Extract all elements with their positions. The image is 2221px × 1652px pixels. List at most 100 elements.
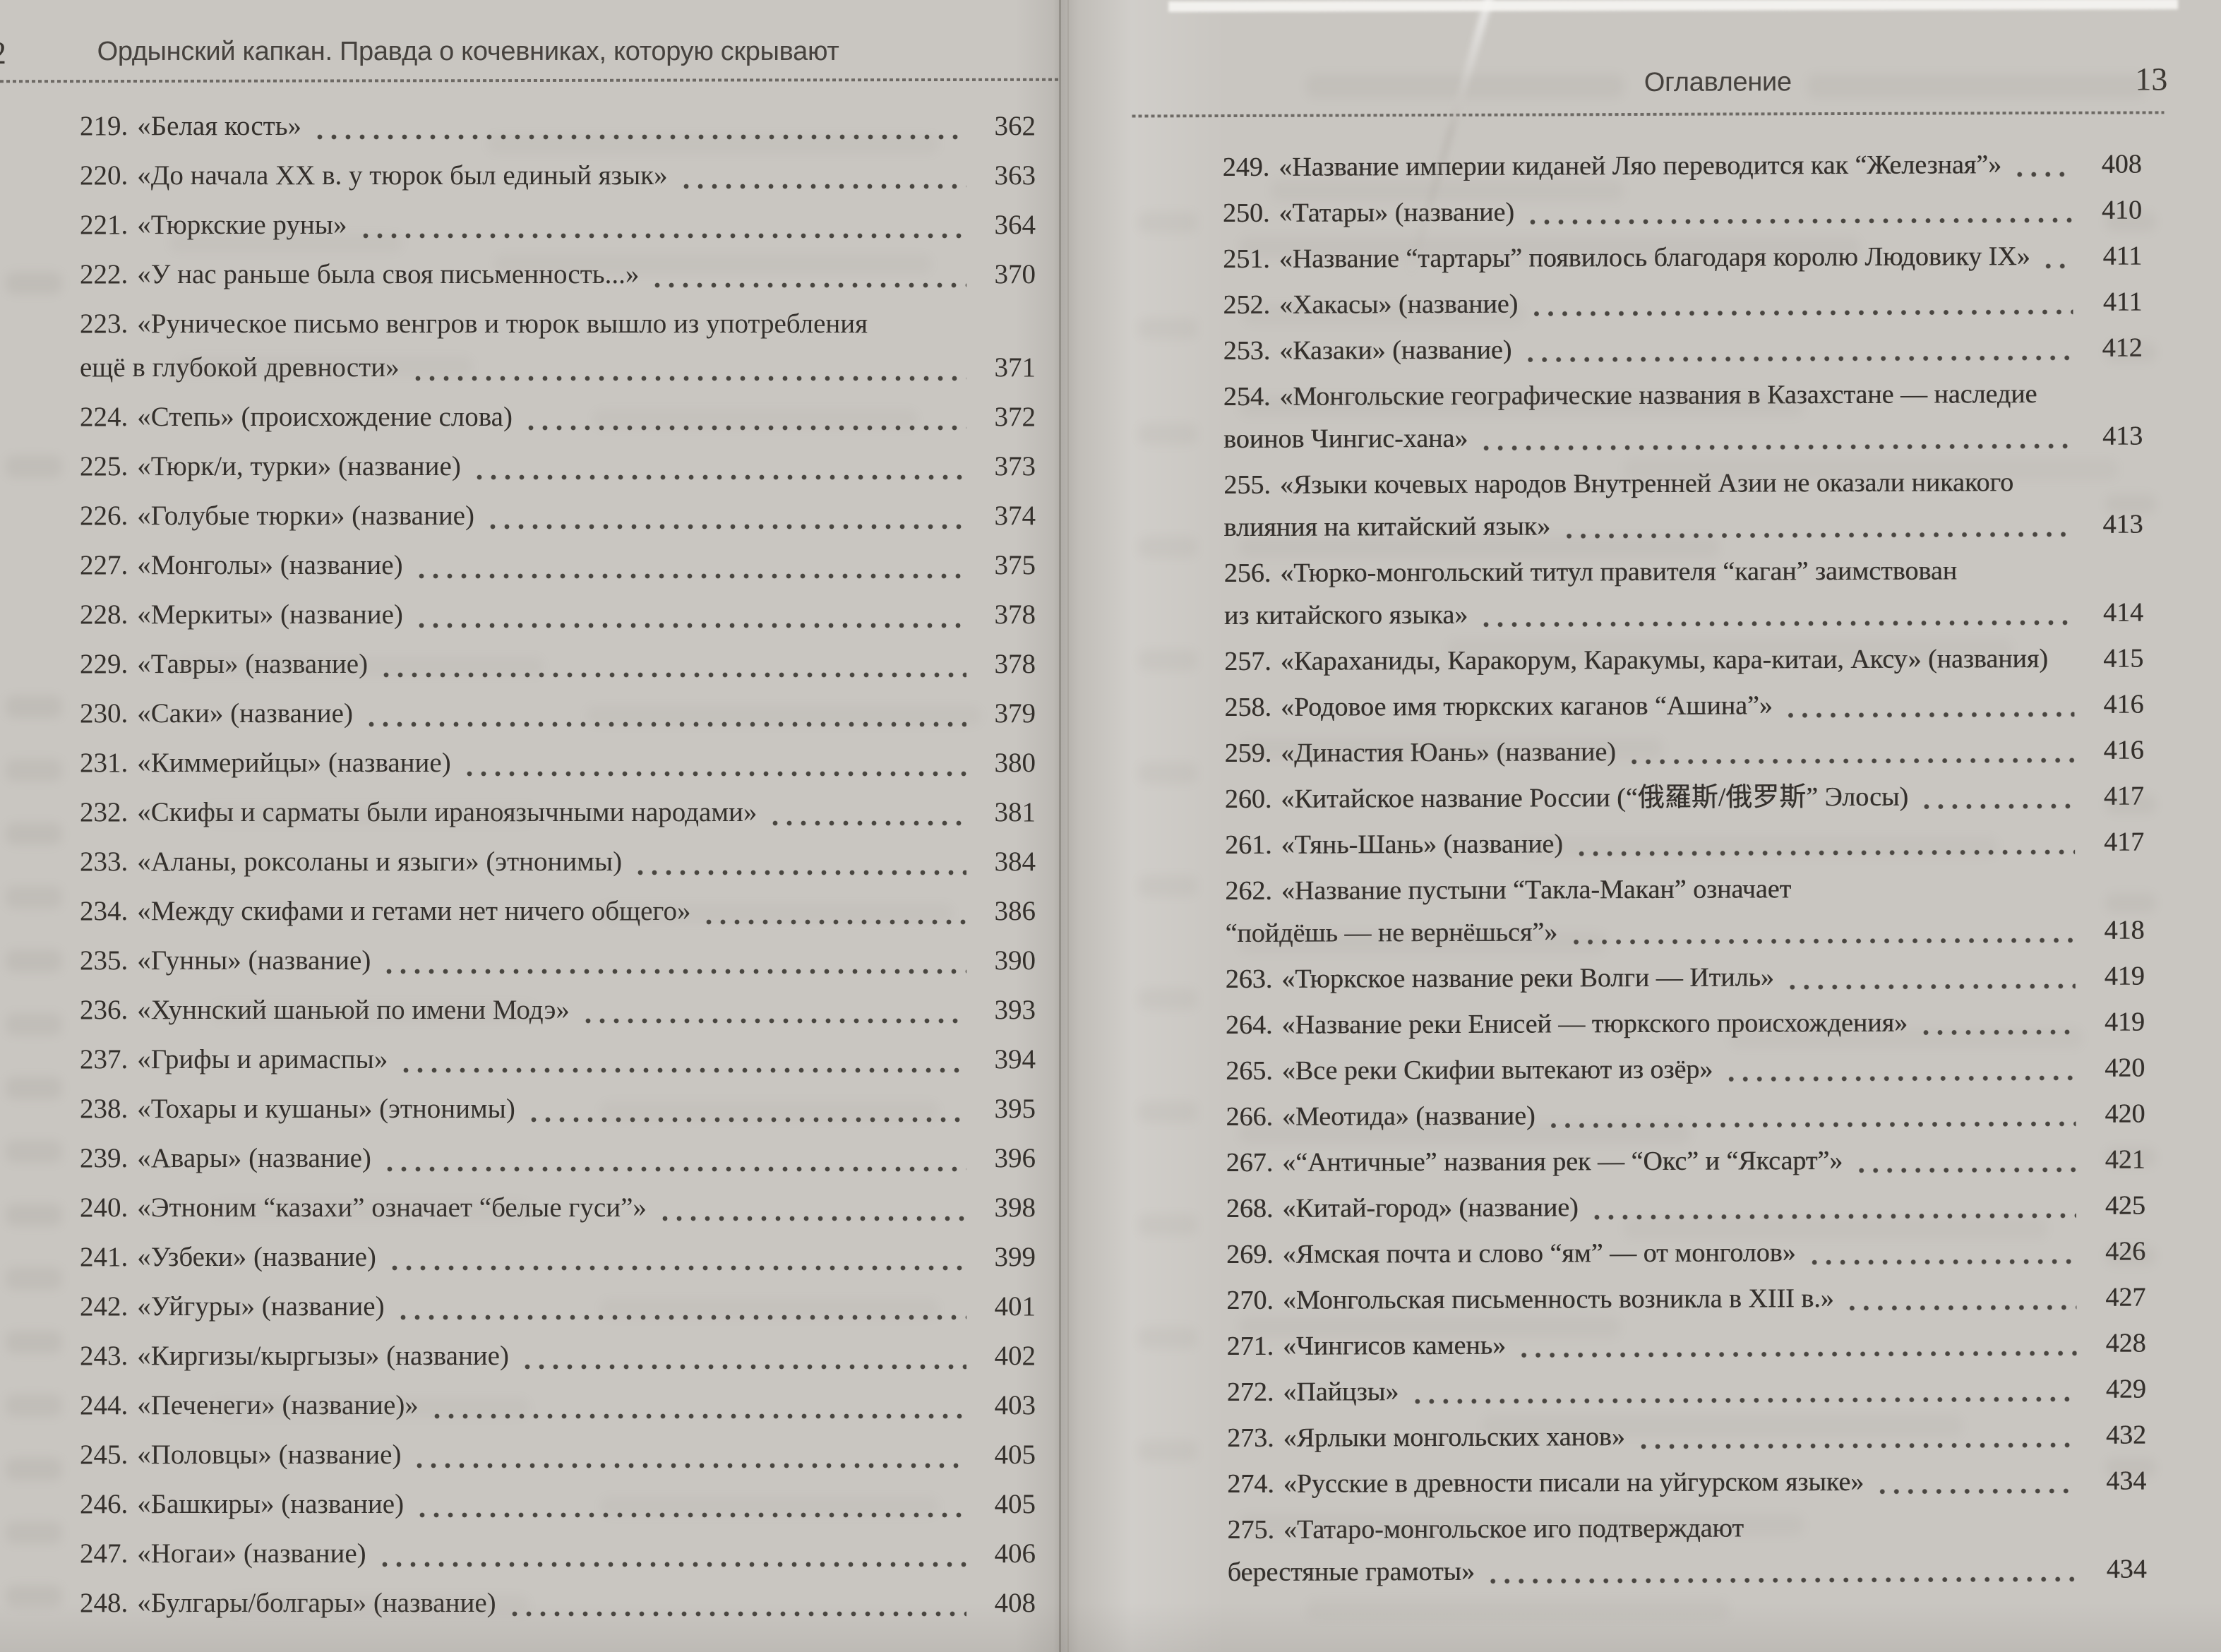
entry-title: «Казаки» (название) xyxy=(1279,335,1512,366)
dot-leader xyxy=(406,371,966,383)
toc-entry-line: из китайского языка» 414 xyxy=(1224,592,2143,638)
toc-entry-line: 275. «Татаро-монгольское иго подтверждают xyxy=(1227,1506,2146,1552)
dot-leader xyxy=(375,668,966,679)
toc-entry-line: 274. «Русские в древности писали на уйгур… xyxy=(1227,1460,2146,1506)
toc-entry: 221. «Тюркские руны» 364 xyxy=(80,203,1036,247)
entry-number: 243. xyxy=(80,1341,128,1371)
entry-number: 249. xyxy=(1222,152,1270,183)
entry-title: «Белая кость» xyxy=(137,111,301,141)
entry-number: 261. xyxy=(1225,830,1272,861)
toc-entry: 254. «Монгольские географические названия… xyxy=(1223,373,2143,461)
toc-entry: 238. «Тохары и кушаны» (этнонимы) 395 xyxy=(80,1087,1036,1131)
toc-entry-line: 263. «Тюркское название реки Волги — Итил… xyxy=(1226,955,2145,1001)
entry-title: «Название “тартары” появилось благодаря … xyxy=(1279,241,2030,274)
toc-list-left: 219. «Белая кость» 362 220. «До начала XX в.… xyxy=(80,104,1036,1631)
toc-entry-line: 246. «Башкиры» (название) 405 xyxy=(80,1483,1036,1526)
dot-leader xyxy=(481,520,966,531)
toc-entry: 272. «Пайцзы» 429 xyxy=(1227,1368,2146,1414)
dot-leader xyxy=(1622,753,2075,767)
entry-number: 273. xyxy=(1226,1423,1274,1454)
right-page: Оглавление 13 249. «Название империи кида… xyxy=(1058,0,2221,1652)
toc-entry: 249. «Название империи киданей Ляо перево… xyxy=(1223,143,2142,189)
toc-entry: 233. «Аланы, роксоланы и языги» (этнонимы… xyxy=(80,840,1036,884)
toc-entry-line: влияния на китайский язык» 413 xyxy=(1223,503,2143,549)
dot-leader xyxy=(1915,798,2075,811)
toc-entry-line: 267. «“Античные” названия рек — “Окс” и “… xyxy=(1226,1139,2145,1185)
dot-leader xyxy=(1521,213,2073,227)
toc-entry: 244. «Печенеги» (название)» 403 xyxy=(80,1384,1036,1427)
entry-number: 258. xyxy=(1224,692,1271,723)
entry-title: «Авары» (название) xyxy=(137,1143,371,1173)
entry-page-number: 417 xyxy=(2104,827,2145,857)
entry-title: «Аланы, роксоланы и языги» (этнонимы) xyxy=(137,846,623,877)
toc-entry: 275. «Татаро-монгольское иго подтверждают… xyxy=(1227,1506,2146,1594)
entry-page-number: 415 xyxy=(2103,643,2144,674)
dot-leader xyxy=(2037,258,2073,271)
entry-title: «Название реки Енисей — тюркского происх… xyxy=(1281,1007,1908,1040)
dot-leader xyxy=(378,964,966,976)
toc-list-right: 249. «Название империи киданей Ляо перево… xyxy=(1223,143,2147,1598)
toc-entry: 258. «Родовое имя тюркских каганов “Ашина… xyxy=(1224,683,2143,729)
entry-title: «Голубые тюрки» (название) xyxy=(137,501,474,531)
entry-number: 231. xyxy=(80,748,128,778)
toc-entry-line: 262. «Название пустыни “Такла-Макан” озна… xyxy=(1225,867,2144,913)
toc-entry-line: 234. «Между скифами и гетами нет ничего о… xyxy=(80,890,1036,933)
entry-number: 229. xyxy=(80,649,128,679)
toc-entry: 246. «Башкиры» (название) 405 xyxy=(80,1483,1036,1526)
entry-title-continued: ещё в глубокой древности» xyxy=(80,352,400,383)
toc-entry-line: 230. «Саки» (название) 379 xyxy=(80,692,1036,736)
toc-entry-line: 269. «Ямская почта и слово “ям” — от монг… xyxy=(1226,1231,2145,1276)
entry-page-number: 434 xyxy=(2106,1554,2147,1584)
dot-leader xyxy=(1482,1572,2078,1586)
entry-page-number: 395 xyxy=(994,1094,1036,1124)
entry-number: 235. xyxy=(80,945,128,976)
toc-entry: 231. «Киммерийцы» (название) 380 xyxy=(80,741,1036,785)
entry-number: 230. xyxy=(80,698,128,729)
entry-number: 233. xyxy=(80,846,128,877)
entry-number: 255. xyxy=(1223,469,1271,501)
entry-number: 265. xyxy=(1226,1055,1273,1087)
entry-title: «Тохары и кушаны» (этнонимы) xyxy=(137,1094,515,1124)
entry-number: 240. xyxy=(80,1192,128,1223)
toc-entry-line: 238. «Тохары и кушаны» (этнонимы) 395 xyxy=(80,1087,1036,1131)
entry-title: «Монгольские географические названия в К… xyxy=(1279,379,2037,412)
entry-page-number: 364 xyxy=(994,210,1036,240)
toc-entry-line: 255. «Языки кочевых народов Внутренней Аз… xyxy=(1223,461,2143,507)
entry-title: «Тавры» (название) xyxy=(137,649,369,679)
entry-title-continued: “пойдёшь — не вернёшься”» xyxy=(1225,917,1558,949)
toc-entry: 262. «Название пустыни “Такла-Макан” озна… xyxy=(1225,867,2144,955)
toc-entry: 265. «Все реки Скифии вытекают из озёр» 42… xyxy=(1226,1047,2145,1093)
dot-leader xyxy=(674,179,966,191)
dot-leader xyxy=(653,1211,966,1223)
toc-entry-line: 270. «Монгольская письменность возникла в… xyxy=(1226,1276,2145,1322)
toc-entry-line: 240. «Этноним “казахи” означает “белые гу… xyxy=(80,1186,1036,1230)
entry-title-continued: влияния на китайский язык» xyxy=(1223,511,1551,543)
entry-title: «Пайцзы» xyxy=(1283,1377,1399,1407)
dot-leader xyxy=(1475,438,2074,453)
dot-leader xyxy=(373,1557,966,1569)
dot-leader xyxy=(1915,1024,2076,1037)
toc-entry-line: 252. «Хакасы» (название) 411 xyxy=(1223,281,2142,327)
entry-page-number: 405 xyxy=(994,1489,1036,1519)
entry-number: 262. xyxy=(1225,875,1272,906)
entry-number: 272. xyxy=(1226,1377,1274,1408)
entry-page-number: 428 xyxy=(2105,1328,2146,1358)
entry-page-number: 425 xyxy=(2105,1190,2145,1221)
entry-title: «Татары» (название) xyxy=(1279,197,1515,228)
toc-entry-line: 236. «Хуннский шаньюй по имени Модэ» 393 xyxy=(80,988,1036,1032)
dot-leader xyxy=(2055,662,2074,673)
entry-title: «Название империи киданей Ляо переводитс… xyxy=(1279,150,2002,182)
dot-leader xyxy=(1850,1162,2076,1175)
entry-title: «Татаро-монгольское иго подтверждают xyxy=(1283,1513,1744,1545)
entry-number: 274. xyxy=(1227,1468,1274,1500)
toc-entry: 229. «Тавры» (название) 378 xyxy=(80,642,1036,686)
dot-leader xyxy=(646,278,966,289)
entry-page-number: 420 xyxy=(2105,1053,2145,1083)
dot-leader xyxy=(1406,1391,2077,1406)
entry-page-number: 421 xyxy=(2105,1144,2145,1175)
toc-entry-line: ещё в глубокой древности» 371 xyxy=(80,346,1036,390)
toc-entry-line: “пойдёшь — не вернёшься”» 418 xyxy=(1225,909,2144,955)
entry-page-number: 393 xyxy=(994,995,1036,1025)
toc-entry: 242. «Уйгуры» (название) 401 xyxy=(80,1285,1036,1329)
